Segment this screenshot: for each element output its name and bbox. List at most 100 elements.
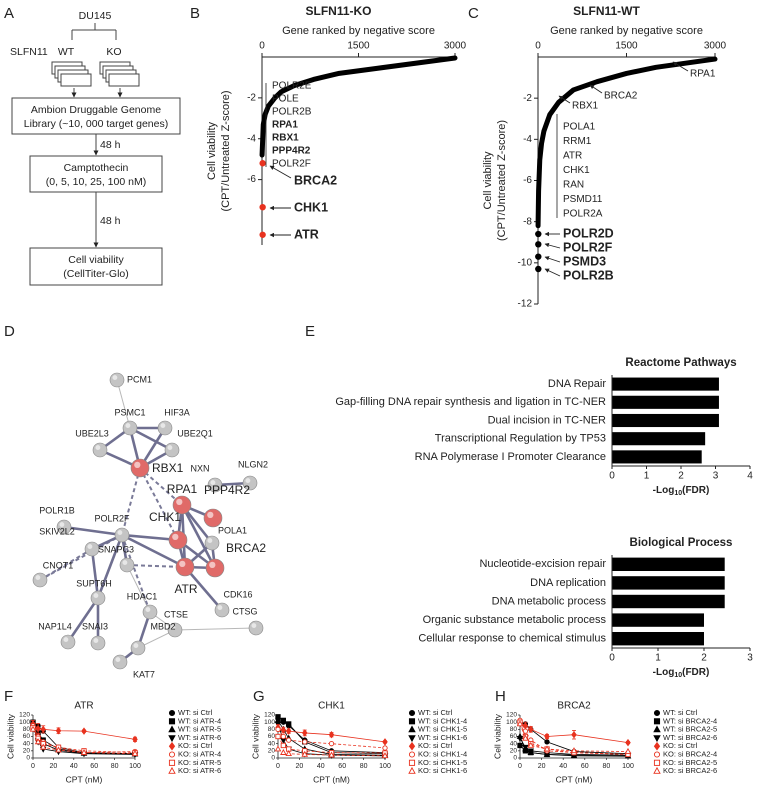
node-highlight (160, 423, 166, 428)
node-label: SNAPC3 (98, 544, 134, 554)
category-label: Gap-filling DNA repair synthesis and lig… (335, 396, 606, 408)
data-point (328, 730, 335, 739)
node-highlight (59, 522, 65, 527)
node-highlight (172, 533, 179, 540)
data-point (571, 730, 577, 739)
network-node (248, 620, 264, 636)
network-edge (174, 627, 257, 631)
chart-title: SLFN11-WT (573, 4, 640, 18)
data-point (544, 739, 550, 745)
panel-label: G (253, 688, 265, 705)
y-tick-label: 0 (271, 755, 275, 762)
data-point (275, 726, 281, 732)
data-point (55, 746, 62, 753)
node-label: BRCA2 (226, 541, 266, 555)
category-label: DNA replication (530, 577, 606, 589)
annotation-arrow (544, 242, 561, 249)
legend-marker (168, 709, 176, 717)
node-label: CTSE (164, 609, 188, 619)
network-node (84, 541, 100, 557)
step-text: Cell viability (68, 254, 124, 266)
node-label: ATR (174, 582, 197, 596)
panel-label: C (468, 5, 479, 22)
y-axis-label: (CPT/Untreated Z-score) (496, 120, 508, 241)
data-point (382, 738, 388, 746)
legend-label: WT: si BRCA2-5 (663, 725, 717, 734)
legend-marker (653, 751, 661, 758)
gene-annotation: POLR2A (563, 209, 603, 220)
x-tick-label: 2 (701, 653, 707, 664)
network-node (119, 557, 135, 573)
network-edge (126, 564, 151, 613)
legend-label: KO: si Ctrl (418, 741, 453, 750)
gene-annotation: RBX1 (272, 133, 299, 144)
node-label: SNAI3 (82, 621, 108, 631)
node-highlight (95, 445, 101, 450)
chart-title: SLFN11-KO (305, 4, 371, 18)
data-point (382, 745, 388, 751)
network-node (214, 602, 230, 618)
data-point (80, 748, 88, 755)
network-edge (96, 534, 124, 599)
x-axis-label: CPT (nM) (556, 774, 593, 784)
annotation-arrow (544, 268, 561, 277)
category-label: Transcriptional Regulation by TP53 (435, 433, 606, 445)
gene-annotation: RRM1 (563, 136, 592, 147)
legend-label: KO: si ATR-5 (178, 758, 221, 767)
data-point (280, 717, 286, 724)
hit-point (535, 253, 542, 260)
data-point (301, 729, 308, 737)
x-tick-label: 0 (259, 41, 265, 52)
legend-label: KO: si Ctrl (178, 741, 213, 750)
legend-marker (653, 718, 661, 725)
legend-label: KO: si CHK1-6 (418, 766, 467, 775)
node-label: HDAC1 (127, 591, 158, 601)
x-tick-label: 3 (747, 653, 753, 664)
gene-annotation: CHK1 (563, 165, 590, 176)
x-axis-label-part: -Log (653, 485, 675, 496)
network-edge (121, 467, 141, 536)
node-highlight (93, 638, 99, 643)
interval: 48 h (100, 139, 121, 151)
network-edge (139, 467, 179, 541)
legend-label: KO: si ATR-6 (178, 766, 221, 775)
y-tick-label: 0 (513, 755, 517, 762)
category-label: RNA Polymerase I Promoter Clearance (415, 451, 606, 463)
panel-label: F (4, 688, 13, 705)
legend-marker (653, 766, 661, 774)
x-tick-label: 3000 (444, 41, 467, 52)
data-point (301, 750, 309, 757)
x-axis-label-part: 10 (674, 490, 682, 497)
y-tick-label: 120 (506, 712, 517, 719)
gene-annotation: POLR2E (272, 81, 312, 92)
x-tick-label: 20 (538, 763, 546, 770)
bar (612, 576, 725, 590)
x-tick-label: 1 (644, 471, 650, 482)
category-label: DNA Repair (548, 378, 606, 390)
x-tick-label: 80 (111, 763, 119, 770)
node-label: UBE2L3 (75, 428, 109, 438)
legend-label: KO: si BRCA2-6 (663, 766, 717, 775)
node-highlight (112, 375, 118, 380)
y-axis-label: Cell viability (5, 713, 15, 759)
step-text: Library (~10, 000 target genes) (24, 118, 168, 130)
legend-marker (408, 766, 416, 774)
legend-label: KO: si CHK1-4 (418, 749, 467, 758)
network-edge (90, 548, 100, 599)
x-tick-label: 0 (535, 41, 541, 52)
node-highlight (207, 511, 214, 518)
node-highlight (93, 593, 99, 598)
network-edge (39, 548, 93, 581)
network-edge (63, 525, 123, 537)
data-point (280, 733, 286, 740)
network-node (90, 590, 106, 606)
x-axis-label-part: -Log (653, 667, 675, 678)
data-point (286, 721, 292, 727)
node-highlight (217, 605, 223, 610)
node-highlight (167, 445, 173, 450)
category-label: DNA metabolic process (492, 595, 607, 607)
node-highlight (117, 530, 123, 535)
gene-annotation: RBX1 (572, 101, 599, 112)
node-highlight (179, 560, 186, 567)
